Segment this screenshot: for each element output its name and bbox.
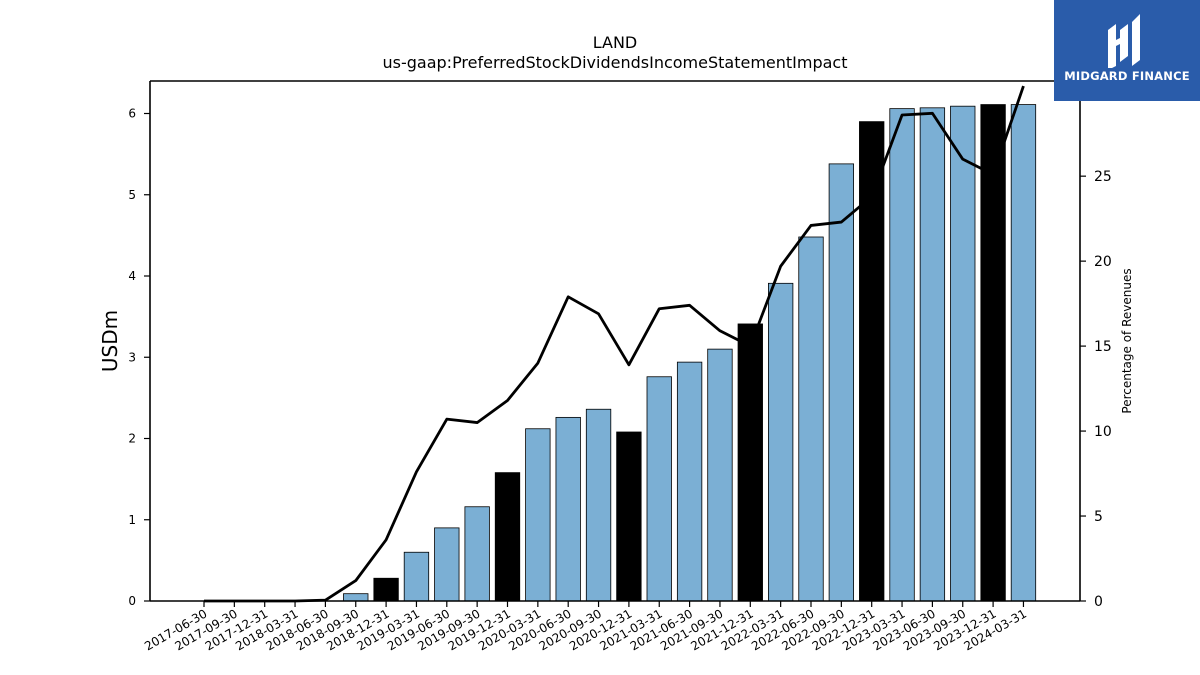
bar-2019-06-30 [434, 527, 460, 602]
y-tick-label: 6 [128, 107, 136, 121]
y2-tick-label: 15 [1094, 339, 1112, 355]
bar-2021-03-31 [646, 376, 672, 602]
y-tick-label: 0 [128, 594, 136, 608]
bar-2023-09-30 [950, 105, 976, 602]
logo: MIDGARD FINANCE [1054, 0, 1200, 101]
y2-tick-label: 20 [1094, 254, 1112, 270]
bar-2018-09-30 [343, 593, 369, 602]
bar-2019-03-31 [403, 551, 430, 602]
bar-2023-06-30 [919, 107, 946, 602]
bar-2021-09-30 [707, 348, 733, 602]
bar-2023-12-31 [980, 104, 1006, 602]
bar-2020-09-30 [585, 408, 612, 602]
chart-title: LAND [593, 33, 638, 52]
y2-tick-label: 5 [1094, 509, 1103, 525]
bar-2022-09-30 [828, 163, 854, 602]
bar-2019-09-30 [464, 506, 490, 602]
bar-2022-06-30 [798, 236, 824, 602]
y-tick-label: 3 [128, 350, 136, 364]
y2-tick-label: 10 [1094, 424, 1112, 440]
y-tick-label: 5 [128, 188, 136, 202]
logo-mark-icon [1108, 14, 1140, 68]
bar-2022-03-31 [768, 282, 794, 602]
bar-2021-06-30 [676, 361, 703, 602]
bar-2020-12-31 [616, 431, 642, 602]
bar-2019-12-31 [494, 472, 521, 602]
logo-text: MIDGARD FINANCE [1064, 69, 1190, 83]
y-tick-label: 4 [128, 269, 136, 283]
bar-2021-12-31 [737, 323, 763, 602]
y-axis-label: USDm [98, 310, 122, 372]
y2-tick-label: 25 [1094, 169, 1112, 185]
bar-2020-06-30 [555, 416, 581, 602]
y-tick-label: 1 [128, 513, 136, 527]
bar-2020-03-31 [525, 428, 551, 602]
bar-2023-03-31 [889, 108, 915, 602]
bar-2018-12-31 [373, 577, 399, 602]
y2-tick-label: 0 [1094, 594, 1103, 610]
line-group [204, 85, 1025, 603]
chart-subtitle: us-gaap:PreferredStockDividendsIncomeSta… [383, 53, 848, 72]
y2-axis-label: Percentage of Revenues [1120, 268, 1134, 413]
bars-group [343, 104, 1037, 602]
bar-2024-03-31 [1010, 104, 1037, 602]
bar-2022-12-31 [859, 121, 885, 602]
revenue-percentage-line [204, 85, 1025, 603]
y-tick-label: 2 [128, 432, 136, 446]
